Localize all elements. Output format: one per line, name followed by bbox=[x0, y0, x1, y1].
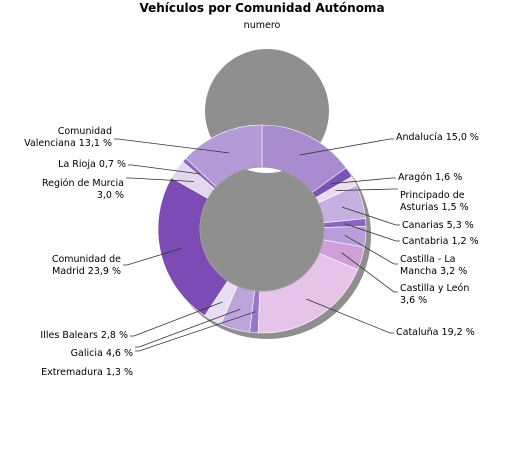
label-cataluna: Cataluña 19,2 % bbox=[396, 327, 475, 338]
label-galicia: Galicia 4,6 % bbox=[71, 348, 133, 359]
label-castilla-y-leon: Castilla y León 3,6 % bbox=[400, 283, 469, 306]
leader-cataluna bbox=[306, 298, 394, 334]
label-illes-balears: Illes Balears 2,8 % bbox=[40, 330, 128, 341]
leader-la-rioja bbox=[128, 164, 200, 175]
label-comunidad-valenciana: Comunidad Valenciana 13,1 % bbox=[24, 126, 112, 149]
leader-canarias bbox=[341, 206, 400, 226]
leader-castilla-la-mancha bbox=[344, 234, 398, 265]
label-la-rioja: La Rioja 0,7 % bbox=[58, 159, 126, 170]
leader-aragon bbox=[331, 177, 396, 184]
label-principado-de-asturias: Principado de Asturias 1,5 % bbox=[400, 190, 469, 213]
leader-illes-balears bbox=[130, 301, 223, 337]
chart-title: Vehículos por Comunidad Autónoma bbox=[139, 1, 384, 15]
label-cantabria: Cantabria 1,2 % bbox=[402, 236, 479, 247]
label-canarias: Canarias 5,3 % bbox=[402, 220, 474, 231]
leader-galicia bbox=[135, 308, 241, 348]
leader-andalucia bbox=[299, 138, 394, 156]
label-aragon: Aragón 1,6 % bbox=[398, 172, 462, 183]
label-extremadura: Extremadura 1,3 % bbox=[41, 367, 133, 378]
leader-comunidad-de-madrid bbox=[123, 248, 182, 266]
leader-cantabria bbox=[344, 223, 400, 242]
leader-principado-de-asturias bbox=[335, 188, 398, 191]
label-castilla-la-mancha: Castilla - La Mancha 3,2 % bbox=[400, 254, 467, 277]
donut-hole-edge bbox=[199, 166, 325, 292]
chart-subtitle: numero bbox=[244, 20, 281, 31]
label-andalucia: Andalucía 15,0 % bbox=[396, 132, 479, 143]
leader-region-de-murcia bbox=[126, 177, 194, 182]
leader-extremadura bbox=[135, 311, 256, 352]
leader-castilla-y-leon bbox=[341, 252, 398, 293]
label-region-de-murcia: Región de Murcia 3,0 % bbox=[42, 178, 124, 201]
leader-comunidad-valenciana bbox=[114, 138, 229, 154]
label-comunidad-de-madrid: Comunidad de Madrid 23,9 % bbox=[52, 254, 121, 277]
